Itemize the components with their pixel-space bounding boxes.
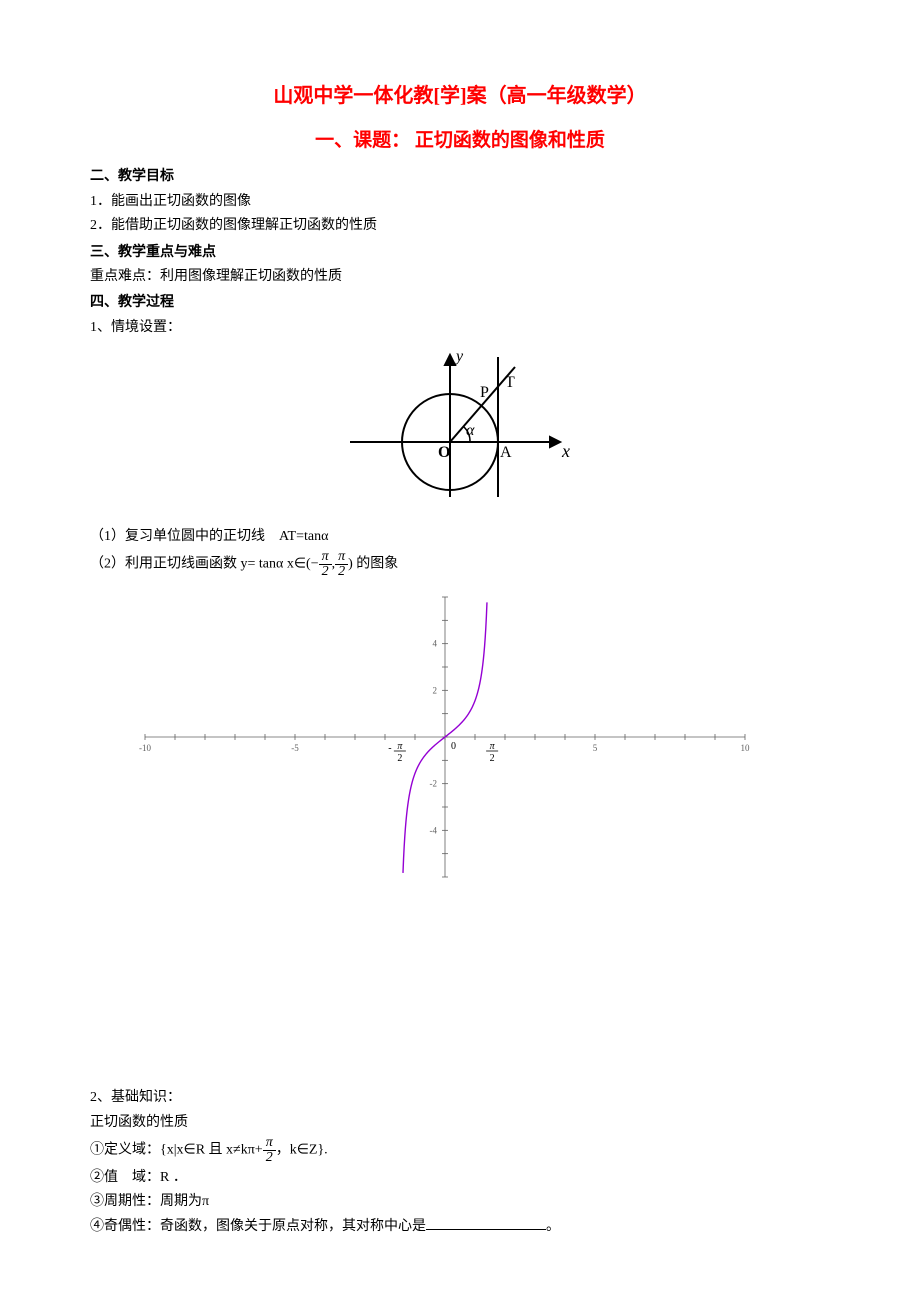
svg-text:0: 0 bbox=[451, 741, 456, 752]
axis-x-label: x bbox=[561, 441, 570, 461]
lesson-title: 一、课题： 正切函数的图像和性质 bbox=[90, 126, 830, 156]
goal-1: 1．能画出正切函数的图像 bbox=[90, 191, 830, 213]
svg-text:π: π bbox=[490, 741, 496, 752]
point-p-label: P bbox=[480, 384, 489, 401]
svg-text:2: 2 bbox=[433, 685, 438, 695]
prop-parity-b: 。 bbox=[546, 1219, 560, 1234]
basic-knowledge-head: 2、基础知识： bbox=[90, 1087, 830, 1109]
svg-text:2: 2 bbox=[397, 753, 402, 764]
tangent-graph-figure: -10-5510-4-224-π2π20 bbox=[60, 587, 830, 895]
svg-text:-2: -2 bbox=[430, 779, 438, 789]
draw-graph-line: （2）利用正切线画函数 y= tanα x∈(−π2,π2) 的图象 bbox=[90, 550, 830, 579]
draw-graph-text-a: （2）利用正切线画函数 y= tanα x∈(− bbox=[90, 557, 319, 572]
angle-alpha-label: α bbox=[466, 422, 475, 439]
prop-range: ②值 域：R ． bbox=[90, 1167, 830, 1189]
prop-domain: ①定义域：{x|x∈R 且 x≠kπ+π2，k∈Z}. bbox=[90, 1136, 830, 1165]
svg-text:10: 10 bbox=[741, 743, 751, 753]
svg-text:4: 4 bbox=[433, 639, 438, 649]
keypoint: 重点难点：利用图像理解正切函数的性质 bbox=[90, 266, 830, 288]
prop-parity-a: ④奇偶性：奇函数，图像关于原点对称，其对称中心是 bbox=[90, 1219, 426, 1234]
svg-text:π: π bbox=[397, 741, 403, 752]
prop-domain-a: ①定义域：{x|x∈R 且 x≠kπ+ bbox=[90, 1143, 263, 1158]
prop-period: ③周期性：周期为π bbox=[90, 1191, 830, 1213]
svg-text:5: 5 bbox=[593, 743, 598, 753]
origin-label: O bbox=[438, 444, 450, 461]
svg-text:2: 2 bbox=[490, 753, 495, 764]
svg-text:-10: -10 bbox=[139, 743, 151, 753]
point-a-label: A bbox=[500, 444, 512, 461]
prop-domain-b: ，k∈Z}. bbox=[276, 1143, 328, 1158]
page-title: 山观中学一体化教[学]案（高一年级数学） bbox=[90, 80, 830, 112]
svg-text:-5: -5 bbox=[291, 743, 299, 753]
svg-text:-: - bbox=[388, 743, 391, 754]
section-4-head: 四、教学过程 bbox=[90, 292, 830, 314]
review-tangent-line: （1）复习单位圆中的正切线 AT=tanα bbox=[90, 526, 830, 548]
draw-graph-text-c: ) 的图象 bbox=[348, 557, 398, 572]
axis-y-label: y bbox=[454, 348, 464, 365]
section-3-head: 三、教学重点与难点 bbox=[90, 242, 830, 264]
context-head: 1、情境设置： bbox=[90, 317, 830, 339]
goal-2: 2．能借助正切函数的图像理解正切函数的性质 bbox=[90, 215, 830, 237]
prop-parity: ④奇偶性：奇函数，图像关于原点对称，其对称中心是 。 bbox=[90, 1216, 830, 1238]
section-2-head: 二、教学目标 bbox=[90, 166, 830, 188]
blank-fill[interactable] bbox=[426, 1229, 546, 1230]
unit-circle-figure: y x O A P T α bbox=[90, 347, 830, 515]
svg-text:-4: -4 bbox=[430, 825, 438, 835]
properties-head: 正切函数的性质 bbox=[90, 1112, 830, 1134]
point-t-label: T bbox=[505, 374, 515, 391]
